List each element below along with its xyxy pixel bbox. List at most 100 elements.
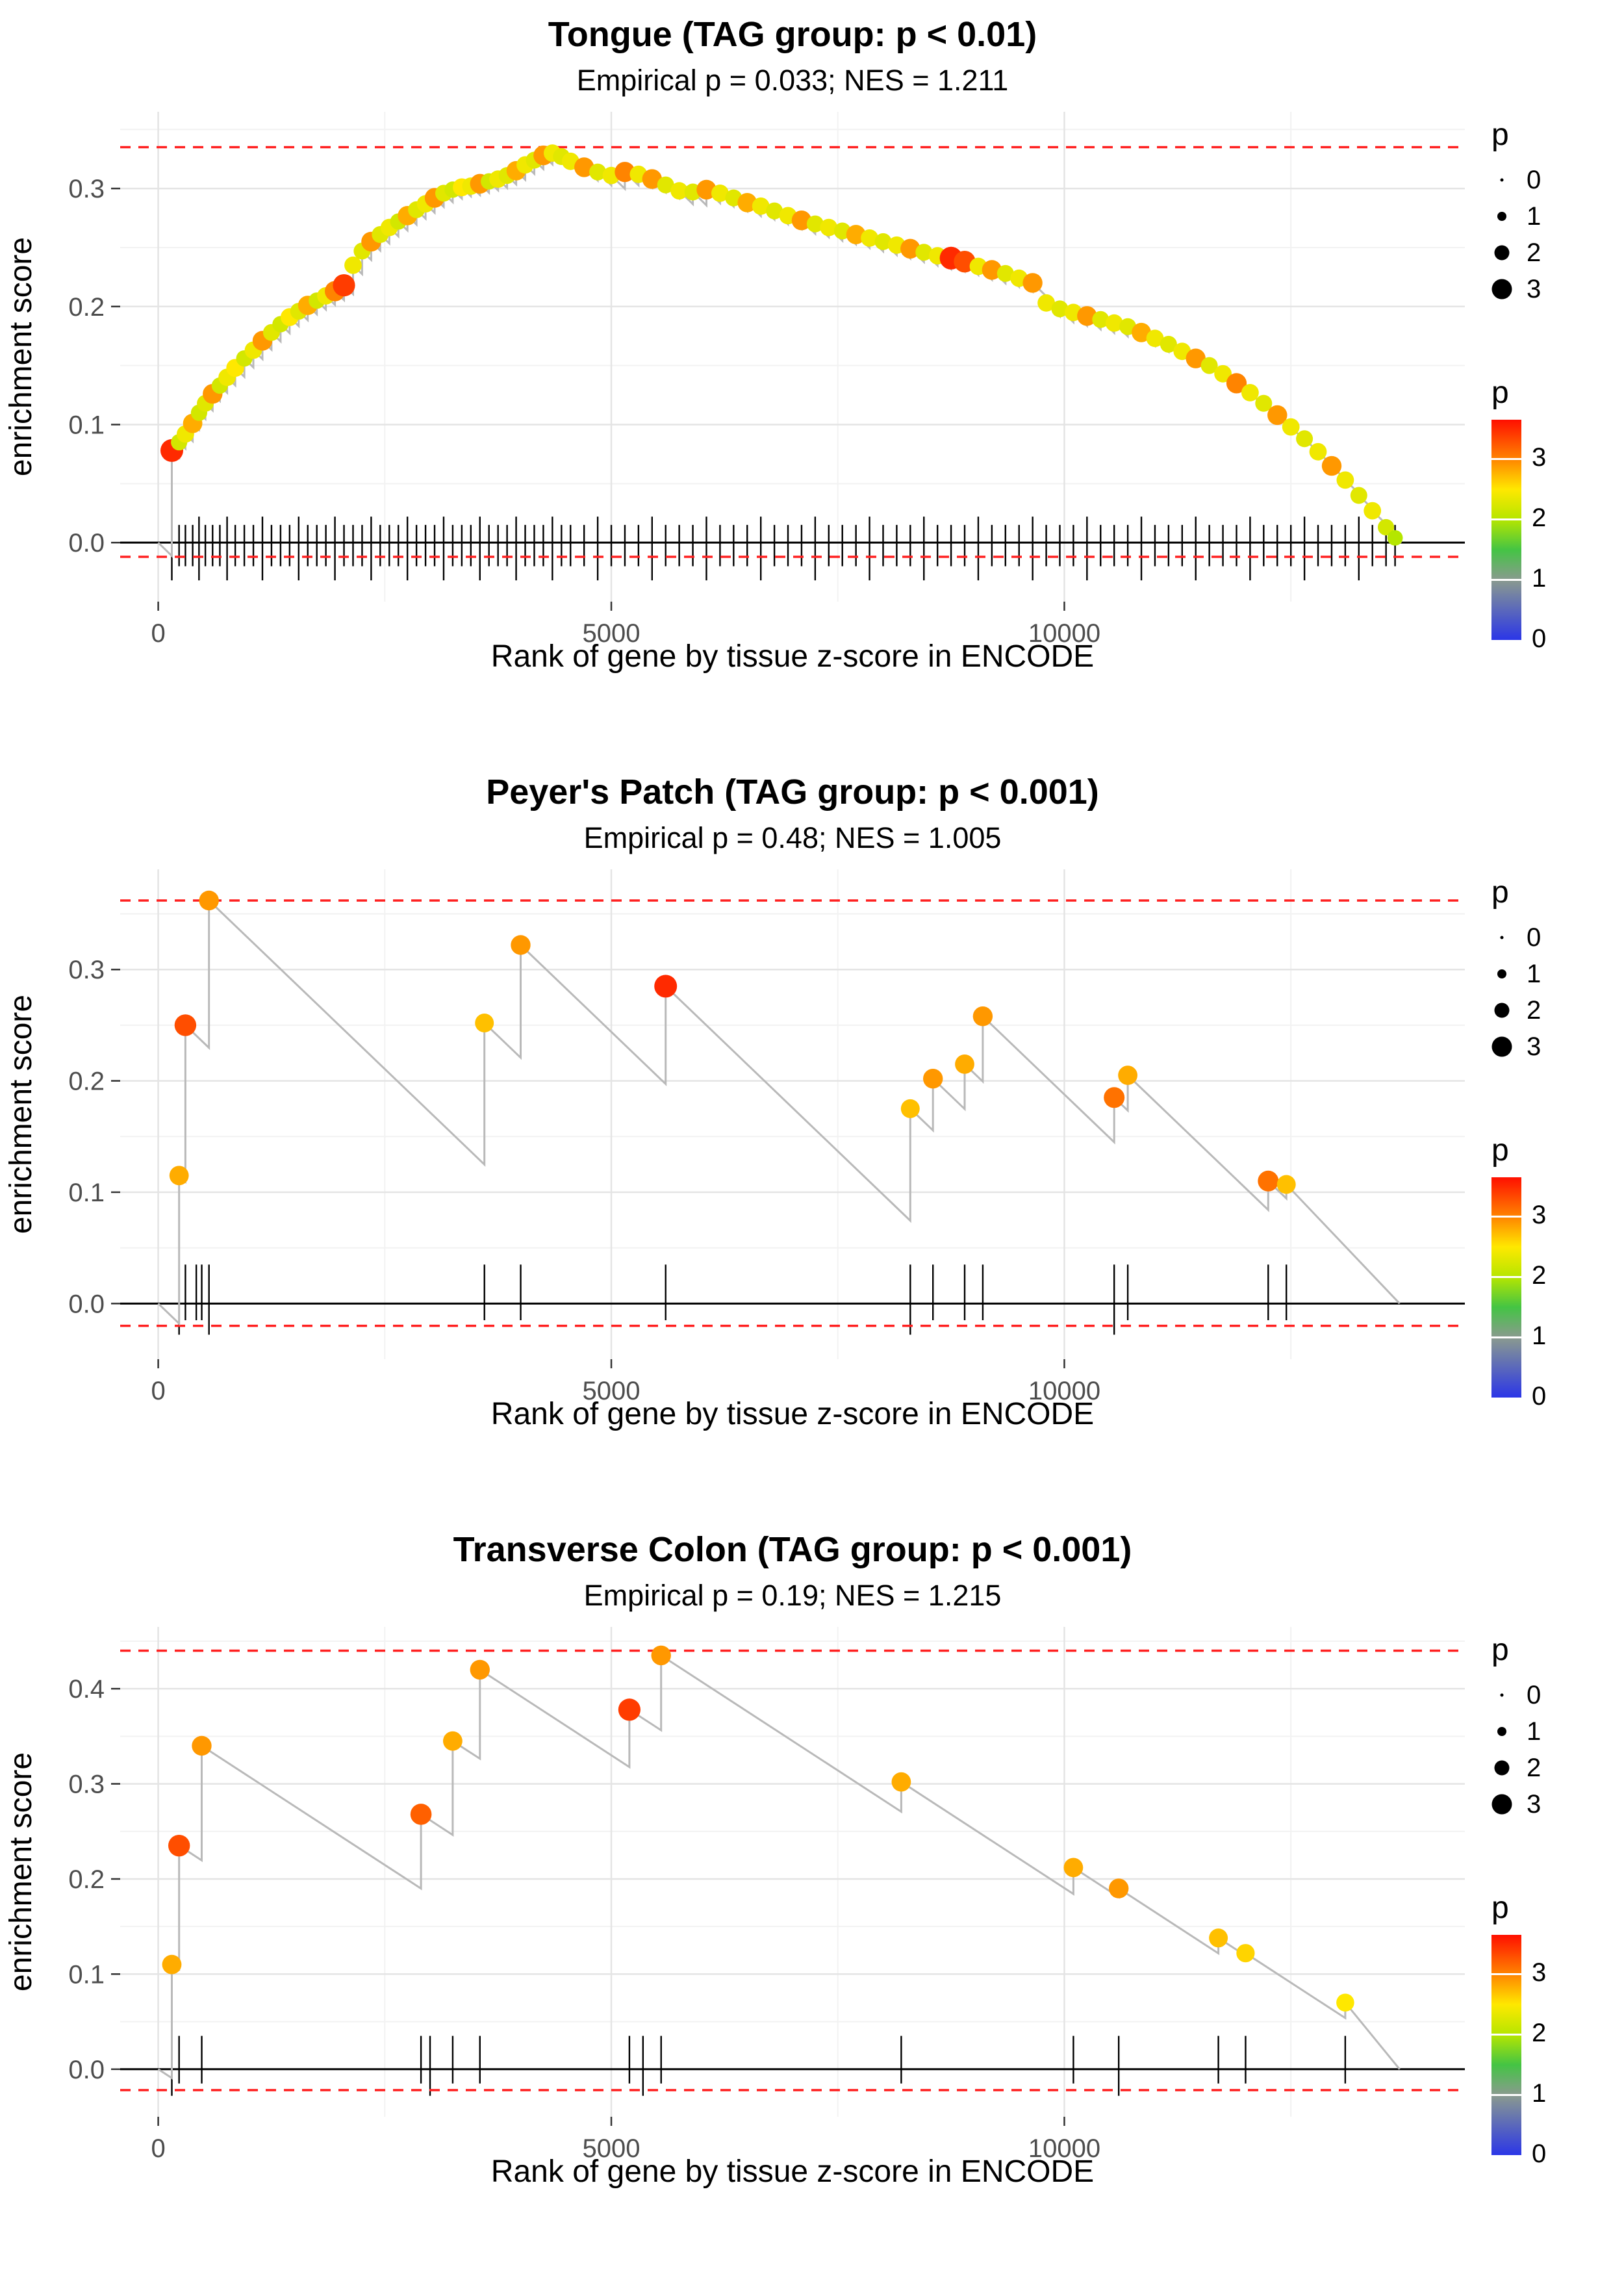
data-point	[168, 1835, 190, 1857]
svg-text:0: 0	[151, 1377, 165, 1405]
data-point	[443, 1731, 463, 1751]
size-legend-label: 0	[1527, 923, 1542, 952]
gridlines	[120, 1627, 1465, 2117]
data-point	[1063, 1858, 1084, 1878]
data-point	[1378, 518, 1395, 536]
color-legend-label: 1	[1532, 1321, 1547, 1350]
chart-title: Peyer's Patch (TAG group: p < 0.001)	[486, 773, 1099, 811]
axis-labels: 0 5000 10000 0.0 0.1 0.2 0.3 0.4	[68, 1675, 1100, 2163]
svg-text:0.0: 0.0	[68, 2056, 105, 2084]
size-legend-item: 0	[1488, 919, 1618, 956]
axis-labels: 0 5000 10000 0.0 0.1 0.2 0.3	[68, 175, 1100, 648]
data-point	[1258, 1170, 1279, 1192]
threshold-lines	[120, 146, 1465, 558]
color-legend-label: 1	[1532, 2078, 1547, 2108]
size-legend-label: 1	[1527, 959, 1542, 988]
color-legend-tick	[1491, 579, 1521, 581]
enrichment-plot: 0 5000 10000 0.0 0.1 0.2 0.3 0.4 Rank of gene by…	[4, 1627, 1465, 2189]
color-legend-label: 0	[1532, 1382, 1547, 1411]
data-point	[618, 1698, 641, 1721]
running-score-line	[157, 898, 1401, 1326]
color-legend-label: 2	[1532, 1260, 1547, 1290]
data-point	[861, 229, 878, 247]
chart-title: Tongue (TAG group: p < 0.01)	[548, 15, 1037, 54]
svg-text:0.2: 0.2	[68, 1865, 105, 1894]
svg-text:0.1: 0.1	[68, 411, 105, 439]
size-legend-item: 3	[1488, 1786, 1618, 1822]
data-point	[915, 244, 933, 261]
data-point	[475, 1014, 494, 1032]
data-point	[470, 1659, 490, 1680]
data-point	[791, 211, 812, 231]
size-legend-item: 1	[1488, 1713, 1618, 1750]
data-point	[1336, 471, 1354, 489]
data-point	[711, 185, 729, 202]
size-legend-item: 1	[1488, 198, 1618, 235]
chart-subtitle: Empirical p = 0.033; NES = 1.211	[576, 64, 1009, 97]
legend-size-dot-icon	[1500, 936, 1504, 939]
enrichment-plot: 0 5000 10000 0.0 0.1 0.2 0.3 Rank of gene by ti…	[4, 112, 1465, 674]
svg-text:0.0: 0.0	[68, 529, 105, 557]
data-point	[1236, 1944, 1255, 1963]
size-legend-item: 2	[1488, 235, 1618, 271]
data-point	[820, 218, 838, 236]
data-point	[1146, 329, 1164, 348]
color-legend-tick	[1491, 1216, 1521, 1218]
data-point	[1336, 1993, 1354, 2012]
data-point	[972, 1006, 993, 1027]
color-legend-label: 2	[1532, 2018, 1547, 2047]
svg-text:0.1: 0.1	[68, 1960, 105, 1989]
size-legend-label: 0	[1527, 1680, 1542, 1709]
rug-ticks	[171, 517, 1396, 581]
size-legend-item: 0	[1488, 162, 1618, 198]
svg-text:0.4: 0.4	[68, 1675, 105, 1704]
data-point	[657, 176, 674, 194]
color-legend-tick	[1491, 458, 1521, 461]
data-point	[1132, 322, 1151, 342]
legend-size-dot-icon	[1500, 1693, 1504, 1697]
enrichment-plot: 0 5000 10000 0.0 0.1 0.2 0.3 Rank of gene by ti…	[4, 869, 1465, 1431]
svg-text:10000: 10000	[1028, 619, 1100, 648]
size-legend-label: 0	[1527, 165, 1542, 194]
data-point	[651, 1645, 671, 1666]
legend-size-dot-icon	[1497, 969, 1506, 978]
color-gradient-bar	[1491, 1935, 1521, 2156]
color-gradient-bar	[1491, 420, 1521, 641]
legend-size-dot-icon	[1497, 1727, 1506, 1736]
data-point	[511, 935, 531, 955]
data-point	[615, 162, 635, 183]
color-legend-tick	[1491, 1397, 1521, 1399]
data-point	[996, 264, 1014, 282]
chart-title: Transverse Colon (TAG group: p < 0.001)	[453, 1530, 1132, 1569]
data-point	[642, 169, 662, 189]
color-legend-tick	[1491, 2034, 1521, 2036]
threshold-lines	[120, 1649, 1465, 2091]
svg-text:5000: 5000	[583, 619, 641, 648]
size-legend-label: 2	[1527, 995, 1542, 1025]
data-point	[1296, 430, 1313, 448]
data-point	[891, 1772, 911, 1792]
data-point	[199, 890, 219, 911]
size-legend-item: 2	[1488, 1750, 1618, 1786]
size-legend-label: 3	[1527, 1032, 1542, 1061]
svg-text:0.3: 0.3	[68, 175, 105, 203]
panel-tongue: Tongue (TAG group: p < 0.01) Empirical p…	[0, 0, 1624, 758]
data-point	[589, 163, 607, 181]
size-legend-label: 1	[1527, 201, 1542, 231]
color-legend-label: 3	[1532, 1958, 1547, 1987]
data-points	[160, 144, 1403, 546]
data-point	[1321, 455, 1342, 476]
data-point	[574, 157, 594, 177]
axis-labels: 0 5000 10000 0.0 0.1 0.2 0.3	[68, 956, 1100, 1405]
legend-size-dot-icon	[1491, 279, 1512, 300]
size-legend-item: 3	[1488, 1028, 1618, 1065]
legend-size-dot-icon	[1494, 245, 1510, 261]
x-axis-label: Rank of gene by tissue z-score in ENCODE	[491, 2154, 1094, 2189]
data-point	[1255, 394, 1273, 412]
svg-text:0.3: 0.3	[68, 956, 105, 984]
data-point	[1077, 306, 1097, 326]
